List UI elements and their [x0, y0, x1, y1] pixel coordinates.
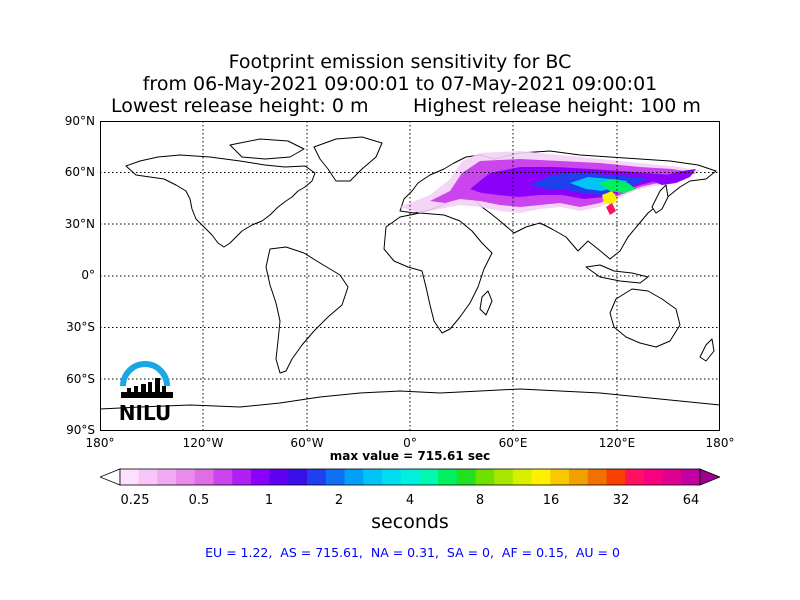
colorbar-cell — [269, 469, 289, 485]
colorbar-cell — [625, 469, 645, 485]
lon-label: 120°E — [598, 436, 636, 450]
colorbar-cell — [363, 469, 383, 485]
title-line-1: Footprint emission sensitivity for BC — [228, 51, 572, 73]
colorbar-cells — [100, 468, 720, 486]
logo-text: NILU — [119, 401, 171, 424]
colorbar-cell — [438, 469, 458, 485]
max-value: max value = 715.61 sec — [329, 449, 491, 463]
lon-label: 60°W — [290, 436, 324, 450]
plume-red — [606, 203, 616, 215]
colorbar-cell — [232, 469, 252, 485]
graticule — [100, 121, 720, 431]
colorbar-cell — [157, 469, 177, 485]
new-zealand — [699, 338, 715, 362]
colorbar-cell — [531, 469, 551, 485]
highest-release-height: Highest release height: 100 m — [413, 95, 701, 117]
title-line-2: from 06-May-2021 09:00:01 to 07-May-2021… — [142, 73, 658, 95]
logo-arc — [120, 361, 170, 387]
colorbar-tick: 32 — [612, 493, 630, 508]
colorbar-cell — [662, 469, 682, 485]
colorbar-cell — [344, 469, 364, 485]
colorbar-tick: 2 — [334, 493, 344, 508]
colorbar-cell — [419, 469, 439, 485]
colorbar-cell — [250, 469, 271, 485]
lon-label: 120°W — [182, 436, 224, 450]
colorbar-cell — [494, 469, 514, 485]
colorbar-extend-high — [699, 468, 720, 486]
colorbar-cell — [176, 469, 196, 485]
colorbar-tick: 4 — [405, 493, 415, 508]
colorbar-cell — [681, 469, 701, 485]
colorbar-cell — [325, 469, 346, 485]
lat-label: 90°S — [66, 423, 95, 437]
arctic-islands — [229, 138, 305, 160]
colorbar-tick: 1 — [264, 493, 274, 508]
lat-label: 0° — [81, 268, 95, 282]
plume-yellow — [602, 191, 618, 205]
lon-label: 0° — [403, 436, 417, 450]
colorbar-cell — [288, 469, 308, 485]
map-canvas — [99, 121, 721, 432]
madagascar — [479, 290, 493, 316]
colorbar-cell — [512, 469, 533, 485]
colorbar-frame — [119, 468, 701, 486]
colorbar-cell — [120, 469, 140, 485]
japan — [651, 184, 669, 214]
regional-stats: EU = 1.22, AS = 715.61, NA = 0.31, SA = … — [205, 545, 620, 560]
colorbar-cell — [400, 469, 420, 485]
greenland — [313, 136, 383, 182]
colorbar-tick: 0.25 — [120, 493, 150, 508]
colorbar-tick: 8 — [475, 493, 485, 508]
nilu-logo: NILU — [119, 361, 173, 424]
logo-skyline — [121, 378, 173, 398]
colorbar-units: seconds — [371, 511, 449, 533]
colorbar-cell — [194, 469, 215, 485]
world-map — [99, 121, 721, 432]
colorbar-cell — [643, 469, 664, 485]
lon-label: 60°E — [498, 436, 528, 450]
colorbar-tick: 16 — [542, 493, 560, 508]
lowest-release-height: Lowest release height: 0 m — [111, 95, 369, 117]
colorbar-extend-low — [100, 468, 121, 486]
footprint-plume — [400, 151, 700, 215]
australia — [609, 288, 681, 348]
colorbar-cell — [550, 469, 570, 485]
lat-label: 90°N — [64, 114, 95, 128]
lat-label: 60°S — [66, 372, 95, 386]
colorbar-tick: 64 — [682, 493, 700, 508]
colorbar-cell — [475, 469, 495, 485]
colorbar-cell — [569, 469, 589, 485]
lon-label: 180° — [705, 436, 735, 450]
lat-label: 60°N — [64, 165, 95, 179]
africa — [383, 212, 493, 334]
north-america — [125, 154, 316, 248]
colorbar — [100, 468, 720, 486]
colorbar-cell — [138, 469, 158, 485]
colorbar-cell — [606, 469, 626, 485]
lon-label: 180° — [85, 436, 115, 450]
colorbar-cell — [213, 469, 233, 485]
colorbar-cell — [456, 469, 476, 485]
map-frame — [100, 121, 720, 431]
colorbar-cell — [307, 469, 327, 485]
colorbar-cell — [587, 469, 607, 485]
lat-label: 30°N — [64, 217, 95, 231]
colorbar-tick: 0.5 — [188, 493, 210, 508]
lat-label: 30°S — [66, 320, 95, 334]
colorbar-cell — [381, 469, 402, 485]
